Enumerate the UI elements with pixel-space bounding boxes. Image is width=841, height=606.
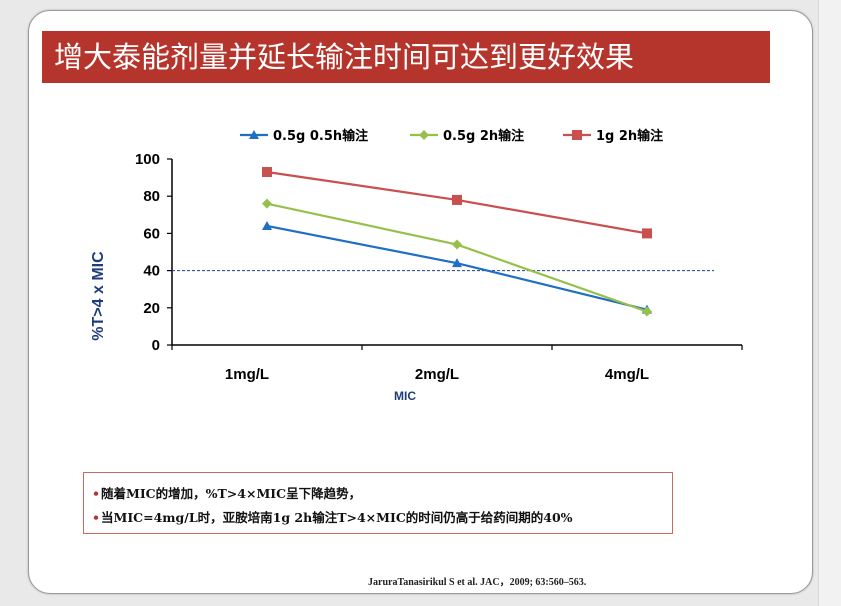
y-tick-label: 20 bbox=[143, 300, 160, 317]
note-text-1: 随着MIC的增加，%T>4×MIC呈下降趋势， bbox=[101, 486, 362, 501]
x-tick-label: 1mg/L bbox=[225, 366, 269, 383]
citation: JaruraTanasirikul S et al. JAC，2009; 63:… bbox=[368, 577, 587, 588]
data-point bbox=[262, 167, 272, 178]
notes-box: •随着MIC的增加，%T>4×MIC呈下降趋势， •当MIC=4mg/L时，亚胺… bbox=[83, 472, 673, 534]
data-point bbox=[642, 306, 652, 317]
y-tick-label: 40 bbox=[143, 263, 160, 280]
y-tick-label: 100 bbox=[135, 151, 160, 168]
legend-label: 0.5g 2h输注 bbox=[443, 128, 524, 144]
legend-label: 0.5g 0.5h输注 bbox=[273, 128, 368, 144]
data-point bbox=[452, 194, 462, 205]
y-tick-label: 0 bbox=[152, 337, 160, 354]
series-line bbox=[266, 224, 648, 311]
data-point bbox=[262, 198, 272, 209]
data-point bbox=[452, 239, 462, 250]
legend-marker bbox=[572, 130, 582, 140]
data-point bbox=[642, 228, 652, 239]
window-edge bbox=[818, 0, 841, 606]
bullet: • bbox=[92, 510, 100, 525]
bullet: • bbox=[92, 486, 100, 501]
x-axis-title: MIC bbox=[394, 389, 416, 403]
y-axis-title: %T>4 x MIC bbox=[90, 251, 107, 341]
note-line-2: •当MIC=4mg/L时，亚胺培南1g 2h输注T>4×MIC的时间仍高于给药间… bbox=[92, 507, 672, 531]
y-tick-label: 60 bbox=[143, 225, 160, 242]
legend-marker bbox=[249, 130, 259, 139]
data-point bbox=[262, 220, 272, 230]
y-tick-label: 80 bbox=[143, 188, 160, 205]
data-point bbox=[452, 258, 462, 268]
legend-label: 1g 2h输注 bbox=[596, 128, 663, 144]
note-line-1: •随着MIC的增加，%T>4×MIC呈下降趋势， bbox=[92, 483, 672, 507]
legend-marker bbox=[419, 130, 429, 140]
x-tick-label: 4mg/L bbox=[605, 366, 649, 383]
note-text-2: 当MIC=4mg/L时，亚胺培南1g 2h输注T>4×MIC的时间仍高于给药间期… bbox=[101, 510, 573, 525]
slide-title: 增大泰能剂量并延长输注时间可达到更好效果 bbox=[42, 31, 770, 83]
x-tick-label: 2mg/L bbox=[415, 366, 459, 383]
